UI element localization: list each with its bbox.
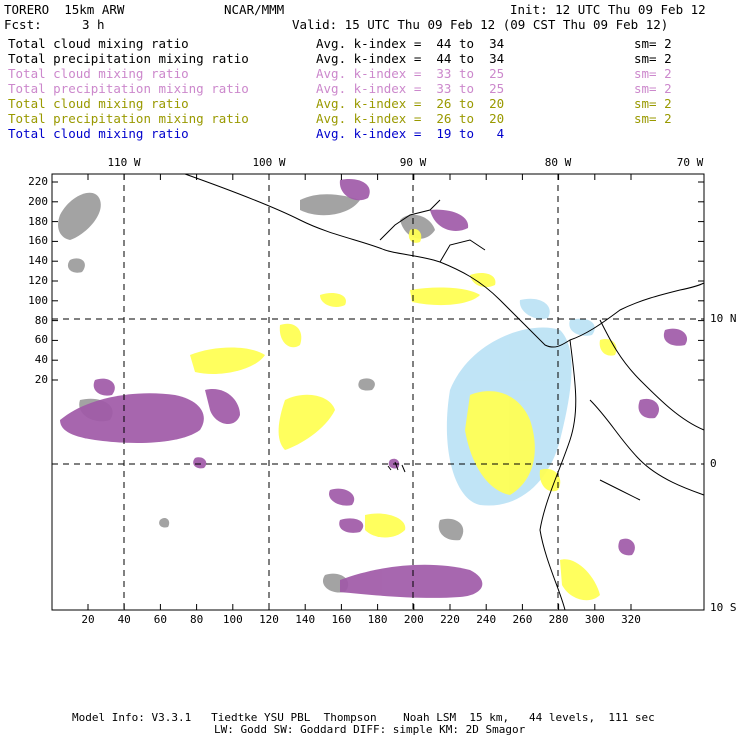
grey-cloud-region <box>159 517 170 528</box>
yellow-region <box>465 391 535 495</box>
model-physics: LW: Godd SW: Goddard DIFF: simple KM: 2D… <box>214 723 526 736</box>
legend-index: Avg. k-index = 44 to 34 <box>316 51 505 66</box>
yellow-region <box>320 293 346 307</box>
grey-cloud-region <box>58 192 101 240</box>
purple-region <box>663 328 688 346</box>
purple-region <box>60 393 204 443</box>
forecast-hour: 3 h <box>82 17 105 32</box>
x-tick-label: 80 <box>189 613 204 626</box>
x-tick-label: 280 <box>548 613 569 626</box>
lat-label: 10 N <box>710 312 737 325</box>
x-tick-label: 20 <box>81 613 95 626</box>
legend-index: Avg. k-index = 26 to 20 <box>316 96 505 111</box>
x-tick-label: 60 <box>153 613 168 626</box>
x-tick-label: 140 <box>295 613 316 626</box>
grey-cloud-region <box>300 194 360 216</box>
legend-field: Total cloud mixing ratio <box>8 96 189 111</box>
y-tick-label: 120 <box>28 274 48 287</box>
y-tick-label: 60 <box>34 333 48 347</box>
lon-label: 100 W <box>252 156 286 169</box>
purple-region <box>339 179 370 201</box>
y-tick-label: 80 <box>34 313 48 327</box>
legend-index: Avg. k-index = 33 to 25 <box>316 81 505 96</box>
y-tick-label: 40 <box>34 353 48 367</box>
x-tick-label: 180 <box>367 613 388 626</box>
legend-field: Total precipitation mixing ratio <box>8 51 249 66</box>
yellow-region <box>190 347 265 375</box>
purple-region <box>430 209 469 231</box>
legend-index: Avg. k-index = 44 to 34 <box>316 36 505 51</box>
purple-region <box>340 564 483 598</box>
x-tick-label: 200 <box>403 613 424 626</box>
purple-region <box>93 378 115 396</box>
legend-field: Total precipitation mixing ratio <box>8 111 249 126</box>
legend-sm: sm= 2 <box>634 96 672 111</box>
purple-region <box>329 488 355 506</box>
purple-region <box>638 398 660 419</box>
legend-index: Avg. k-index = 33 to 25 <box>316 66 505 81</box>
grey-cloud-region <box>67 258 85 273</box>
x-tick-label: 160 <box>331 613 352 626</box>
legend-field: Total precipitation mixing ratio <box>8 81 249 96</box>
grey-cloud-region <box>400 214 435 239</box>
y-tick-label: 100 <box>28 293 48 307</box>
y-tick-label: 180 <box>28 214 48 228</box>
yellow-region <box>365 513 406 538</box>
purple-region <box>339 518 364 533</box>
y-tick-label: 140 <box>28 254 48 268</box>
legend-index: Avg. k-index = 19 to 4 <box>316 126 505 141</box>
x-tick-label: 240 <box>476 613 497 626</box>
model-info: Model Info: V3.3.1 Tiedtke YSU PBL Thomp… <box>72 711 655 724</box>
yellow-region <box>470 273 496 288</box>
x-tick-label: 260 <box>512 613 533 626</box>
legend-sm: sm= 2 <box>634 81 672 96</box>
legend-field: Total cloud mixing ratio <box>8 66 189 81</box>
lat-lon-grid <box>52 174 704 610</box>
yellow-region <box>408 228 422 243</box>
legend-field: Total cloud mixing ratio <box>8 36 189 51</box>
x-tick-label: 320 <box>621 613 641 626</box>
forecast-label: Fcst: <box>4 17 42 32</box>
yellow-region <box>279 323 302 348</box>
lat-label: 0 <box>710 457 717 470</box>
legend-field: Total cloud mixing ratio <box>8 126 189 141</box>
purple-region <box>618 538 635 556</box>
legend-sm: sm= 2 <box>634 111 672 126</box>
light-blue-region <box>519 298 550 319</box>
yellow-region <box>278 394 335 450</box>
yellow-region <box>410 287 480 306</box>
purple-region <box>205 389 240 425</box>
x-tick-label: 100 <box>222 613 243 626</box>
yellow-region <box>539 468 561 492</box>
coastlines <box>184 173 705 611</box>
lat-label: 10 S <box>710 601 737 614</box>
y-tick-label: 220 <box>28 175 48 188</box>
organization: NCAR/MMM <box>224 2 285 17</box>
legend-index: Avg. k-index = 26 to 20 <box>316 111 505 126</box>
yellow-region <box>560 559 600 601</box>
purple-region <box>193 457 207 469</box>
lon-label: 90 W <box>399 156 427 169</box>
y-tick-label: 160 <box>28 234 48 248</box>
lon-label: 80 W <box>544 156 572 169</box>
model-title: TORERO 15km ARW <box>4 2 125 17</box>
x-tick-label: 300 <box>584 613 605 626</box>
grey-cloud-region <box>358 378 375 391</box>
y-tick-label: 20 <box>34 373 48 386</box>
lon-label: 110 W <box>107 156 141 169</box>
legend-sm: sm= 2 <box>634 66 672 81</box>
legend-sm: sm= 2 <box>634 36 672 51</box>
lon-label: 70 W <box>676 156 704 169</box>
x-tick-label: 120 <box>259 613 279 626</box>
forecast-fields <box>58 179 688 601</box>
valid-time: Valid: 15 UTC Thu 09 Feb 12 (09 CST Thu … <box>292 17 669 32</box>
init-time: Init: 12 UTC Thu 09 Feb 12 <box>510 2 706 17</box>
legend-sm: sm= 2 <box>634 51 672 66</box>
x-tick-label: 220 <box>440 613 460 626</box>
x-tick-label: 40 <box>117 613 131 626</box>
grey-cloud-region <box>438 518 464 541</box>
y-tick-label: 200 <box>28 194 48 208</box>
